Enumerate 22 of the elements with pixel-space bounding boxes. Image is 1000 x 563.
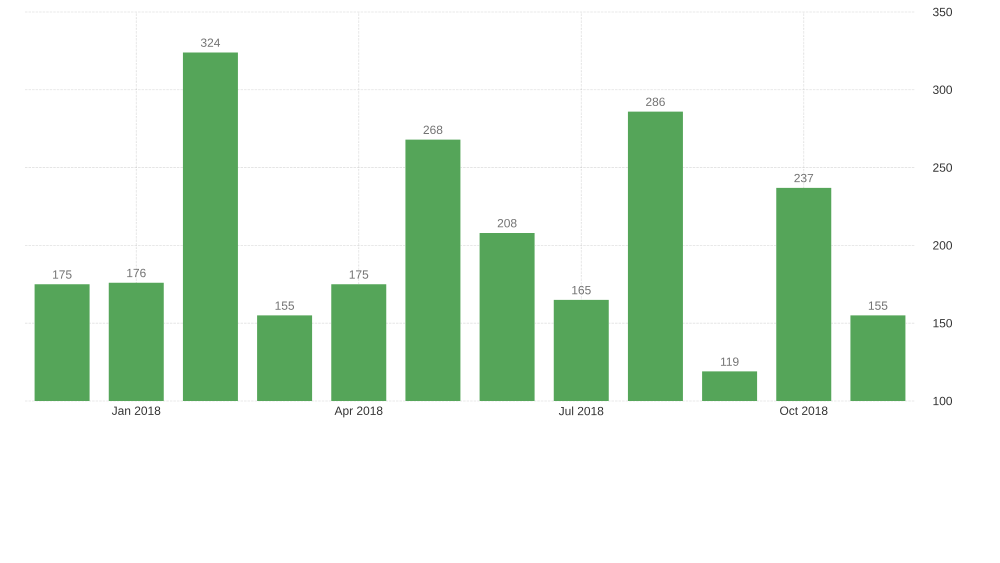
data-label: 119 <box>720 357 739 366</box>
data-label: 155 <box>276 302 294 310</box>
data-label: 175 <box>53 270 72 279</box>
x-tick-label: Jan 2018 <box>112 406 160 415</box>
x-tick-label: Oct 2018 <box>780 406 828 415</box>
data-label: 237 <box>794 174 814 182</box>
data-label: 324 <box>200 38 220 47</box>
data-label: 176 <box>127 268 146 278</box>
data-label: 286 <box>646 98 665 106</box>
x-tick-label: Apr 2018 <box>334 406 382 418</box>
x-tick-label: Jul 2018 <box>558 406 604 416</box>
data-label: 268 <box>424 126 442 134</box>
y-tick-label: 150 <box>933 318 952 328</box>
data-label: 208 <box>498 218 517 228</box>
y-tick-label: 350 <box>932 8 952 16</box>
y-tick-label: 300 <box>932 86 952 94</box>
data-label: 165 <box>572 286 591 294</box>
data-label: 175 <box>350 270 368 279</box>
y-tick-label: 200 <box>933 241 952 250</box>
y-tick-label: 250 <box>933 163 952 172</box>
data-label: 155 <box>868 302 888 310</box>
y-tick-label: 100 <box>933 396 952 406</box>
